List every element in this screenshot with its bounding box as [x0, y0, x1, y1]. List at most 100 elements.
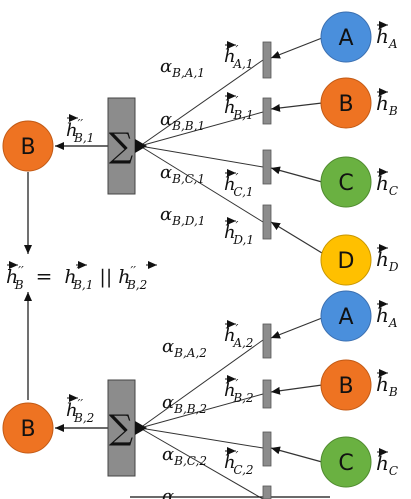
svg-text:h′′B = h′′B,1: h′′ B = h′′ B,1 || h′′ B,2 [6, 264, 147, 294]
edge-bar-d-to-sum-bottom [139, 427, 264, 499]
alpha-label-c-bottom: αB,C,2 [162, 444, 207, 468]
bar-d-top [262, 204, 272, 240]
output-label-bottom: h′′ B,2 [66, 394, 94, 425]
bar-b-bottom [262, 379, 272, 409]
h-label-b-top: hB [376, 88, 398, 118]
edge-bar-a-to-sum-top [139, 59, 264, 147]
node-b-target-bottom-label: B [20, 417, 35, 442]
svg-text:h′A,2: h′ A,2 [224, 322, 253, 350]
node-b-bottom-circle [320, 359, 372, 411]
node-a-bottom: A [320, 290, 372, 342]
sum-symbol-top: ∑ [109, 126, 133, 166]
svg-text:h′D,1: h′ D,1 [224, 219, 254, 247]
edge-bar-c-to-sum-top [139, 145, 264, 168]
concat-equation: h′′ B = h′′ B,1 || h′′ B,2 [6, 261, 157, 294]
node-b-top: B [320, 77, 372, 129]
alpha-label-a-top: αB,A,1 [160, 56, 205, 80]
aggregator-top: ∑ [107, 97, 147, 195]
node-c-top: C [320, 156, 372, 208]
bar-b-top [262, 97, 272, 125]
alpha-label-a-bottom: αB,A,2 [162, 336, 207, 360]
aggregator-bottom: ∑ [107, 379, 147, 477]
aggregator-box-bottom [107, 379, 136, 477]
node-b-top-circle [320, 77, 372, 129]
node-b-target-bottom-circle [2, 402, 54, 454]
node-b-bottom: B [320, 359, 372, 411]
svg-text:h′B,1: h′ B,1 [224, 94, 254, 122]
h-label-c-top: hC [376, 168, 398, 198]
eq-lhs-base: h [6, 266, 18, 288]
edge-bar-c-to-sum-bottom [139, 427, 264, 449]
node-b-top-label: B [338, 92, 353, 117]
node-a-bottom-circle [320, 290, 372, 342]
h-label-a-bottom: hA [376, 300, 398, 330]
svg-text:h′C,1: h′ C,1 [224, 171, 254, 199]
edge-layer [24, 37, 330, 499]
hp-label-c-bottom: h′ C,2 [224, 447, 254, 477]
h-label-d-top: hD [376, 244, 399, 274]
hp-label-b-bottom: h′ B,2 [224, 375, 254, 405]
node-d-top-label: D [338, 249, 355, 274]
edge-a-to-bar-bottom [270, 317, 323, 339]
edge-bar-b-to-sum-bottom [139, 393, 264, 429]
hp-label-c-top: h′ C,1 [224, 169, 254, 199]
h-label-b-bottom: hB [376, 369, 398, 399]
svg-text:hD: hD [376, 247, 399, 274]
svg-text:hA: hA [376, 303, 398, 330]
bar-d-bottom [262, 485, 272, 499]
aggregator-tip-bottom [135, 421, 147, 435]
aggregator-box-top [107, 97, 136, 195]
alpha-label-b-bottom: αB,B,2 [162, 392, 207, 416]
edge-c-to-bar-top [270, 166, 323, 183]
svg-text:hC: hC [376, 171, 398, 198]
node-b-target-top-label: B [20, 135, 35, 160]
edge-bar-a-to-sum-bottom [139, 339, 264, 429]
bar-layer [262, 41, 272, 499]
node-d-top-circle [320, 234, 372, 286]
node-c-top-label: C [338, 171, 353, 196]
edge-bar-b-to-sum-top [139, 111, 264, 147]
svg-text:hA: hA [376, 24, 398, 51]
node-d-top: D [320, 234, 372, 286]
h-label-c-bottom: hC [376, 448, 398, 478]
edge-c-to-bar-bottom [270, 446, 323, 463]
node-b-bottom-label: B [338, 374, 353, 399]
node-a-top-label: A [338, 26, 353, 51]
sum-symbol-bottom: ∑ [109, 408, 133, 448]
svg-text:hC: hC [376, 451, 398, 478]
node-c-bottom-label: C [338, 451, 353, 476]
alpha-label-b-top: αB,B,1 [160, 109, 205, 133]
edge-b-to-bar-bottom [270, 384, 323, 395]
edge-bar-d-to-sum-top [139, 145, 264, 223]
node-a-bottom-label: A [338, 305, 353, 330]
hp-label-b-top: h′ B,1 [224, 92, 254, 122]
alpha-label-c-top: αB,C,1 [160, 162, 205, 186]
hp-label-d-top: h′ D,1 [224, 217, 254, 247]
node-b-target-bottom: B [2, 402, 54, 454]
svg-text:hB: hB [376, 91, 398, 118]
edge-d-to-bar-top [270, 221, 323, 254]
aggregator-tip-top [135, 139, 147, 153]
node-b-target-top-circle [2, 120, 54, 172]
svg-text:h′′B,2: h′′ B,2 [66, 397, 94, 425]
label-layer: hA hB hC hD h′ A,1 h′ B,1 h′ C,1 h′ D [6, 21, 399, 499]
svg-text:h′B,2: h′ B,2 [224, 377, 254, 405]
node-layer: A B C D B A B C [2, 11, 372, 488]
node-a-top-circle [320, 11, 372, 63]
node-c-top-circle [320, 156, 372, 208]
node-b-target-top: B [2, 120, 54, 172]
output-label-top: h′′ B,1 [66, 114, 94, 145]
bar-a-top [262, 41, 272, 79]
h-label-a-top: hA [376, 21, 398, 51]
svg-text:h′A,1: h′ A,1 [224, 43, 253, 71]
hp-label-a-bottom: h′ A,2 [224, 320, 253, 350]
svg-text:h′′B,1: h′′ B,1 [66, 117, 94, 145]
node-c-bottom-circle [320, 436, 372, 488]
node-c-bottom: C [320, 436, 372, 488]
bar-c-top [262, 149, 272, 185]
edge-a-to-bar-top [270, 37, 323, 59]
svg-text:hB: hB [376, 372, 398, 399]
bar-c-bottom [262, 431, 272, 467]
hp-label-a-top: h′ A,1 [224, 41, 253, 71]
